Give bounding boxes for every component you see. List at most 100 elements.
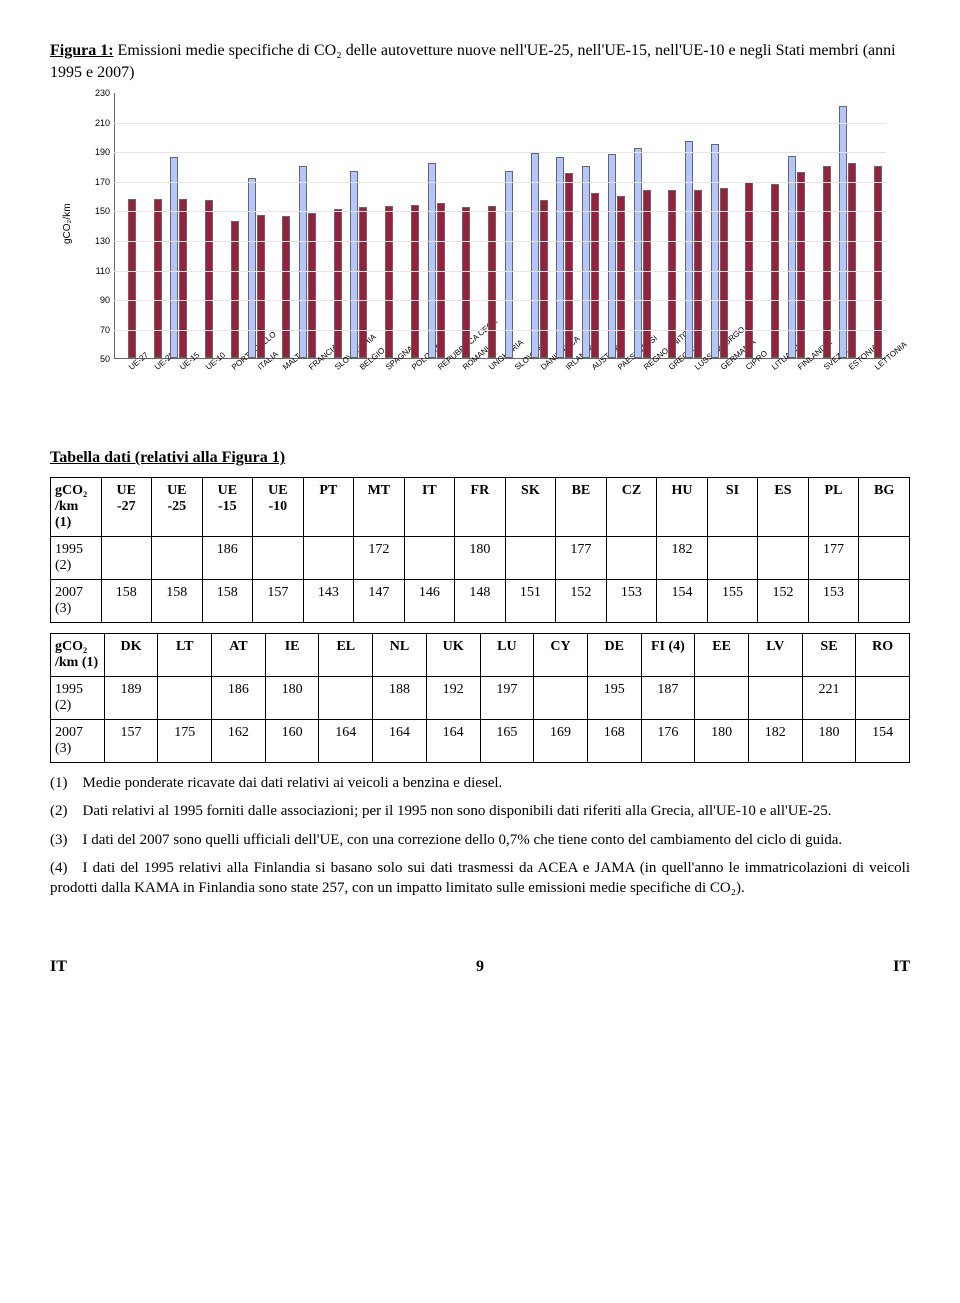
bar-1995 bbox=[711, 144, 719, 358]
bar-group: ESTONIA bbox=[839, 93, 859, 358]
cell bbox=[253, 537, 304, 580]
y-tick: 110 bbox=[86, 266, 110, 276]
cell bbox=[748, 677, 802, 720]
cell: 180 bbox=[265, 677, 319, 720]
cell bbox=[152, 537, 203, 580]
y-tick: 130 bbox=[86, 236, 110, 246]
row-header: gCO₂ /km (1) bbox=[51, 478, 102, 537]
page-footer: IT 9 IT bbox=[50, 958, 910, 976]
cell bbox=[101, 537, 152, 580]
bar-2007 bbox=[694, 190, 702, 358]
bar-group: SPAGNA bbox=[376, 93, 396, 358]
bar-group: SLOVACCHIA bbox=[325, 93, 345, 358]
col-header: PT bbox=[303, 478, 354, 537]
bar-1995 bbox=[531, 153, 539, 358]
cell bbox=[404, 537, 455, 580]
cell: 168 bbox=[587, 720, 641, 763]
bar-2007 bbox=[411, 205, 419, 359]
cell: 182 bbox=[748, 720, 802, 763]
cell: 186 bbox=[202, 537, 253, 580]
cell bbox=[534, 677, 588, 720]
bar-group: SLOVENIA bbox=[505, 93, 525, 358]
cell bbox=[158, 677, 212, 720]
cell: 143 bbox=[303, 580, 354, 623]
y-tick: 90 bbox=[86, 295, 110, 305]
row-label: 1995 (2) bbox=[51, 537, 102, 580]
bar-group: CIPRO bbox=[736, 93, 756, 358]
y-tick: 70 bbox=[86, 325, 110, 335]
col-header: EL bbox=[319, 634, 373, 677]
row-header: gCO₂ /km (1) bbox=[51, 634, 105, 677]
col-header: LT bbox=[158, 634, 212, 677]
col-header: UE -27 bbox=[101, 478, 152, 537]
cell: 152 bbox=[556, 580, 607, 623]
figure-caption: Figura 1: Emissioni medie specifiche di … bbox=[50, 40, 910, 83]
col-header: SI bbox=[707, 478, 758, 537]
y-axis-label: gCO₂/km bbox=[62, 204, 73, 245]
note-3: I dati del 2007 sono quelli ufficiali de… bbox=[83, 832, 843, 848]
bar-2007 bbox=[359, 207, 367, 358]
bars-layer: UE-27UE-25UE-15UE-10PORTOGALLOITALIAMALT… bbox=[115, 93, 886, 358]
bar-group: GRECIA bbox=[659, 93, 679, 358]
cell: 175 bbox=[158, 720, 212, 763]
cell: 188 bbox=[373, 677, 427, 720]
bar-2007 bbox=[591, 193, 599, 359]
col-header: HU bbox=[657, 478, 708, 537]
y-tick: 230 bbox=[86, 88, 110, 98]
bar-group: DANIMARCA bbox=[531, 93, 551, 358]
bar-2007 bbox=[128, 199, 136, 359]
note-3-lead: (3) bbox=[50, 832, 68, 848]
cell: 154 bbox=[657, 580, 708, 623]
cell bbox=[606, 537, 657, 580]
bar-2007 bbox=[282, 216, 290, 358]
cell: 146 bbox=[404, 580, 455, 623]
col-header: FR bbox=[455, 478, 506, 537]
cell: 148 bbox=[455, 580, 506, 623]
row-label: 1995 (2) bbox=[51, 677, 105, 720]
col-header: CZ bbox=[606, 478, 657, 537]
bar-group: MALTA bbox=[273, 93, 293, 358]
cell: 154 bbox=[856, 720, 910, 763]
cell bbox=[859, 580, 910, 623]
bar-group: LITUANIA bbox=[762, 93, 782, 358]
col-header: UE -10 bbox=[253, 478, 304, 537]
col-header: CY bbox=[534, 634, 588, 677]
bar-2007 bbox=[488, 206, 496, 358]
cell: 186 bbox=[212, 677, 266, 720]
bar-group: UE-15 bbox=[170, 93, 190, 358]
bar-2007 bbox=[617, 196, 625, 359]
col-header: ES bbox=[758, 478, 809, 537]
bar-group: REPUBBLICA CECA bbox=[428, 93, 448, 358]
col-header: RO bbox=[856, 634, 910, 677]
note-2-lead: (2) bbox=[50, 803, 68, 819]
cell: 157 bbox=[253, 580, 304, 623]
cell: 164 bbox=[373, 720, 427, 763]
cell: 182 bbox=[657, 537, 708, 580]
col-header: FI (4) bbox=[641, 634, 695, 677]
cell: 172 bbox=[354, 537, 405, 580]
bar-group: UE-10 bbox=[196, 93, 216, 358]
cell: 180 bbox=[802, 720, 856, 763]
bar-group: POLONIA bbox=[402, 93, 422, 358]
cell bbox=[856, 677, 910, 720]
bar-2007 bbox=[257, 215, 265, 358]
bar-1995 bbox=[788, 156, 796, 358]
footer-center: 9 bbox=[476, 958, 484, 976]
figure-rest: Emissioni medie specifiche di CO₂ delle … bbox=[50, 42, 896, 81]
col-header: DK bbox=[104, 634, 158, 677]
cell: 155 bbox=[707, 580, 758, 623]
bar-1995 bbox=[634, 148, 642, 358]
col-header: MT bbox=[354, 478, 405, 537]
col-header: EE bbox=[695, 634, 749, 677]
bar-2007 bbox=[308, 213, 316, 358]
cell bbox=[303, 537, 354, 580]
cell: 177 bbox=[808, 537, 859, 580]
cell bbox=[707, 537, 758, 580]
cell: 165 bbox=[480, 720, 534, 763]
row-label: 2007 (3) bbox=[51, 720, 105, 763]
y-tick: 190 bbox=[86, 147, 110, 157]
col-header: IE bbox=[265, 634, 319, 677]
bar-2007 bbox=[154, 199, 162, 359]
cell: 180 bbox=[695, 720, 749, 763]
bar-2007 bbox=[179, 199, 187, 359]
